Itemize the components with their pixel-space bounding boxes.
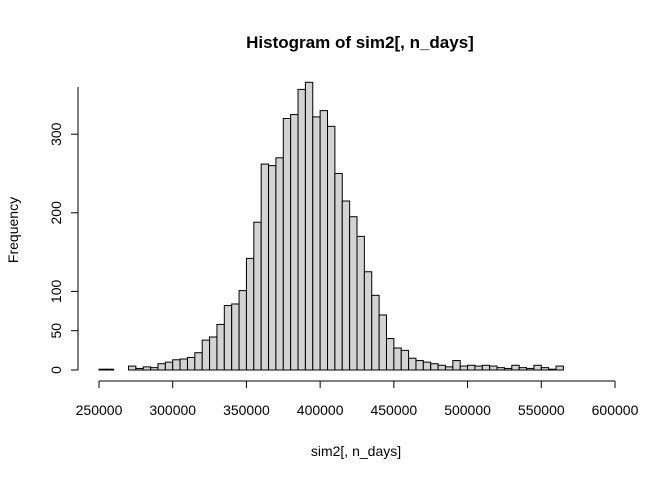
histogram-bar [422,361,432,371]
histogram-bar [444,366,454,371]
histogram-bar [127,365,137,371]
histogram-bar [511,364,520,371]
histogram-bar [253,221,262,371]
histogram-bar [393,347,402,371]
histogram-bar [555,365,564,371]
histogram-bar [334,173,343,371]
histogram-bar [363,271,373,371]
x-tick-label: 550000 [518,402,565,418]
y-tick-label: 300 [48,122,64,146]
histogram-bar [481,364,491,371]
x-tick-label: 400000 [297,402,344,418]
histogram-bar [194,352,203,371]
histogram-bar [216,323,225,371]
histogram-bar [297,88,306,371]
y-axis: 0 50 100 200 300 [48,87,79,374]
histogram-bar [179,358,188,371]
histogram-bar [304,81,314,371]
histogram-bar [105,368,115,371]
histogram-bar [201,339,211,371]
x-tick-label: 500000 [444,402,491,418]
x-axis: 250000 300000 350000 400000 450000 500000 5500… [76,380,639,418]
histogram-bar [496,367,505,371]
histogram-bar [385,338,395,371]
histogram-bar [98,368,107,371]
histogram-bar [548,368,557,371]
x-tick-label: 600000 [592,402,639,418]
histogram-bar [371,294,380,371]
y-tick-label: 0 [48,366,64,374]
y-tick-label: 100 [48,280,64,304]
histogram-bar [157,363,166,371]
histogram-bar [467,364,476,371]
y-tick-label: 200 [48,201,64,225]
histogram-bar [186,356,196,371]
histogram-bar [408,357,417,371]
histogram-bar [164,361,174,371]
y-axis-label: Frequency [5,197,21,263]
histogram-bar [437,364,446,371]
y-tick-label: 50 [48,323,64,339]
histogram-bar [356,235,365,371]
histogram-bar [319,110,329,371]
histogram-bar [378,314,387,371]
histogram-bar [503,367,513,371]
histogram-bars [98,81,564,371]
histogram-bar [327,125,336,371]
x-tick-label: 450000 [370,402,417,418]
histogram-bar [245,257,255,371]
histogram-bar [312,116,321,371]
histogram-bar [282,117,292,371]
x-tick-label: 350000 [223,402,270,418]
histogram-bar [231,303,240,371]
histogram-bar [526,367,535,371]
histogram-bar [474,365,483,371]
histogram-bar [489,365,498,371]
chart-title: Histogram of sim2[, n_days] [246,33,474,52]
histogram-bar [452,360,461,371]
histogram-bar [415,360,424,371]
histogram-bar [290,114,299,371]
histogram-bar [459,365,469,371]
histogram-bar [275,157,284,371]
histogram-bar [209,336,218,371]
histogram-bar [349,216,358,371]
histogram-bar [142,366,152,371]
histogram-bar [260,163,270,371]
x-tick-label: 250000 [76,402,123,418]
histogram-bar [518,367,528,371]
histogram-bar [341,200,351,371]
x-axis-label: sim2[, n_days] [311,443,401,459]
histogram-bar [135,367,144,371]
histogram-bar [430,363,439,371]
histogram-bar [400,349,410,371]
histogram-bar [540,367,550,371]
histogram-bar [238,290,247,371]
x-tick-label: 300000 [149,402,196,418]
histogram-bar [268,165,277,371]
histogram-bar [172,359,181,371]
histogram-bar [533,364,542,371]
histogram-bar [150,367,159,371]
histogram-bar [223,305,233,371]
